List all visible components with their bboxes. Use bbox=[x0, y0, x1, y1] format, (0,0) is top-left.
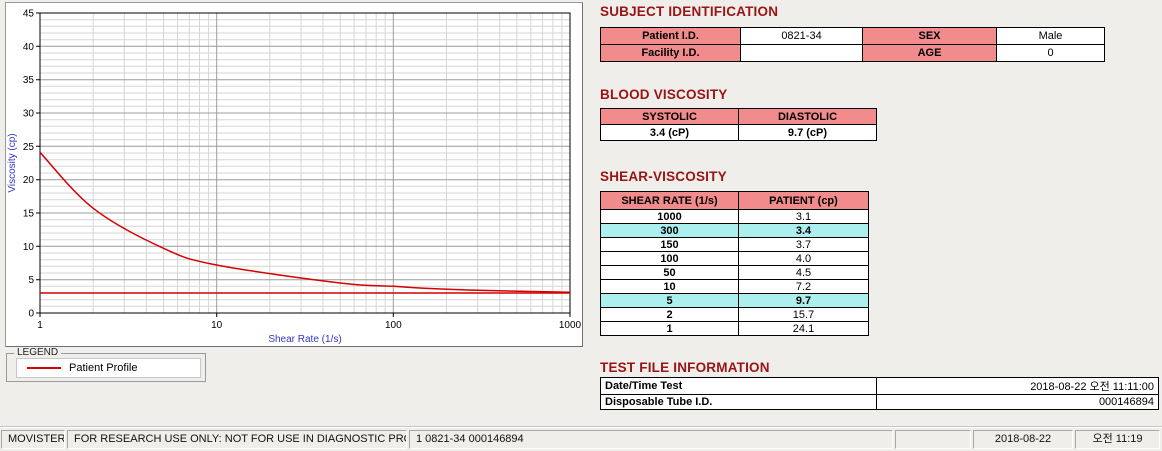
svg-text:5: 5 bbox=[28, 275, 34, 286]
age-value: 0 bbox=[996, 44, 1105, 62]
patient-cp-cell: 15.7 bbox=[738, 307, 869, 322]
table-row: Disposable Tube I.D. 000146894 bbox=[600, 394, 1159, 410]
shear-rate-cell: 1 bbox=[600, 321, 739, 336]
patient-id-value: 0821-34 bbox=[740, 27, 863, 45]
shear-viscosity-row[interactable]: 50 4.5 bbox=[600, 265, 869, 280]
svg-text:20: 20 bbox=[23, 175, 35, 186]
svg-text:0: 0 bbox=[28, 309, 34, 320]
disposable-tube-id-value: 000146894 bbox=[876, 394, 1159, 410]
patient-cp-header: PATIENT (cp) bbox=[738, 191, 869, 210]
viscosity-chart: 0 5 10 15 20 25 30 35 40 45 1 10 100 1000 Shear Rate (… bbox=[7, 9, 582, 346]
sex-label: SEX bbox=[862, 27, 997, 45]
patient-cp-cell: 4.5 bbox=[738, 265, 869, 280]
patient-cp-cell: 9.7 bbox=[738, 293, 869, 308]
test-file-information-title: TEST FILE INFORMATION bbox=[600, 360, 770, 375]
facility-id-value bbox=[740, 44, 863, 62]
status-bar: MOVISTER FOR RESEARCH USE ONLY: NOT FOR … bbox=[0, 427, 1162, 451]
facility-id-label: Facility I.D. bbox=[600, 44, 741, 62]
patient-cp-cell: 7.2 bbox=[738, 279, 869, 294]
shear-rate-cell: 5 bbox=[600, 293, 739, 308]
shear-viscosity-row[interactable]: 300 3.4 bbox=[600, 223, 869, 238]
patient-profile-line-swatch bbox=[27, 367, 61, 369]
shear-viscosity-row[interactable]: 5 9.7 bbox=[600, 293, 869, 308]
subject-identification-title: SUBJECT IDENTIFICATION bbox=[600, 4, 779, 19]
shear-rate-cell: 100 bbox=[600, 251, 739, 266]
shear-viscosity-row[interactable]: 100 4.0 bbox=[600, 251, 869, 266]
svg-text:15: 15 bbox=[23, 209, 35, 220]
patient-cp-cell: 3.7 bbox=[738, 237, 869, 252]
svg-text:30: 30 bbox=[23, 109, 35, 120]
legend: LEGEND Patient Profile bbox=[6, 347, 206, 382]
svg-text:100: 100 bbox=[385, 320, 402, 331]
age-label: AGE bbox=[862, 44, 997, 62]
shear-viscosity-table: SHEAR RATE (1/s) PATIENT (cp) 1000 3.1 300… bbox=[600, 191, 869, 336]
status-record-info: 1 0821-34 000146894 bbox=[409, 430, 893, 449]
status-date: 2018-08-22 bbox=[973, 430, 1073, 449]
shear-rate-cell: 150 bbox=[600, 237, 739, 252]
svg-text:1000: 1000 bbox=[559, 320, 582, 331]
svg-text:10: 10 bbox=[211, 320, 223, 331]
shear-viscosity-title: SHEAR-VISCOSITY bbox=[600, 169, 727, 184]
table-header-row: SHEAR RATE (1/s) PATIENT (cp) bbox=[600, 191, 869, 210]
systolic-header: SYSTOLIC bbox=[600, 108, 739, 125]
shear-rate-cell: 2 bbox=[600, 307, 739, 322]
status-research-notice: FOR RESEARCH USE ONLY: NOT FOR USE IN DI… bbox=[67, 430, 407, 449]
shear-rate-cell: 1000 bbox=[600, 209, 739, 224]
svg-text:45: 45 bbox=[23, 9, 35, 20]
patient-id-label: Patient I.D. bbox=[600, 27, 741, 45]
shear-viscosity-row[interactable]: 10 7.2 bbox=[600, 279, 869, 294]
status-app-name: MOVISTER bbox=[1, 430, 65, 449]
legend-entry: Patient Profile bbox=[16, 358, 201, 378]
diastolic-value: 9.7 (cP) bbox=[738, 124, 877, 141]
shear-rate-header: SHEAR RATE (1/s) bbox=[600, 191, 739, 210]
table-row: Date/Time Test 2018-08-22 오전 11:11:00 bbox=[600, 377, 1159, 395]
shear-rate-cell: 50 bbox=[600, 265, 739, 280]
date-time-test-label: Date/Time Test bbox=[600, 377, 877, 395]
table-row: SYSTOLIC DIASTOLIC bbox=[600, 108, 877, 125]
svg-text:Viscosity (cp): Viscosity (cp) bbox=[7, 133, 18, 192]
svg-text:40: 40 bbox=[23, 42, 35, 53]
shear-viscosity-row[interactable]: 2 15.7 bbox=[600, 307, 869, 322]
shear-rate-cell: 10 bbox=[600, 279, 739, 294]
status-time: 오전 11:19 bbox=[1075, 430, 1160, 449]
shear-viscosity-row[interactable]: 150 3.7 bbox=[600, 237, 869, 252]
sex-value: Male bbox=[996, 27, 1105, 45]
svg-text:25: 25 bbox=[23, 142, 35, 153]
shear-viscosity-row[interactable]: 1000 3.1 bbox=[600, 209, 869, 224]
date-time-test-value: 2018-08-22 오전 11:11:00 bbox=[876, 377, 1159, 395]
systolic-value: 3.4 (cP) bbox=[600, 124, 739, 141]
table-row: 3.4 (cP) 9.7 (cP) bbox=[600, 124, 877, 141]
blood-viscosity-title: BLOOD VISCOSITY bbox=[600, 87, 728, 102]
patient-cp-cell: 3.1 bbox=[738, 209, 869, 224]
disposable-tube-id-label: Disposable Tube I.D. bbox=[600, 394, 877, 410]
subject-identification-table: Patient I.D. 0821-34 SEX Male Facility I… bbox=[600, 27, 1105, 62]
svg-text:1: 1 bbox=[37, 320, 43, 331]
legend-title: LEGEND bbox=[14, 347, 62, 358]
patient-cp-cell: 24.1 bbox=[738, 321, 869, 336]
patient-cp-cell: 3.4 bbox=[738, 223, 869, 238]
viscosity-chart-panel: 0 5 10 15 20 25 30 35 40 45 1 10 100 1000 Shear Rate (… bbox=[5, 2, 583, 347]
table-row: Facility I.D. AGE 0 bbox=[600, 44, 1105, 62]
diastolic-header: DIASTOLIC bbox=[738, 108, 877, 125]
patient-cp-cell: 4.0 bbox=[738, 251, 869, 266]
status-spacer-panel bbox=[895, 430, 971, 449]
shear-rate-cell: 300 bbox=[600, 223, 739, 238]
shear-viscosity-row[interactable]: 1 24.1 bbox=[600, 321, 869, 336]
svg-text:10: 10 bbox=[23, 242, 35, 253]
blood-viscosity-table: SYSTOLIC DIASTOLIC 3.4 (cP) 9.7 (cP) bbox=[600, 108, 877, 141]
svg-text:Shear Rate (1/s): Shear Rate (1/s) bbox=[268, 334, 341, 345]
test-file-information-table: Date/Time Test 2018-08-22 오전 11:11:00 Di… bbox=[600, 377, 1159, 410]
table-row: Patient I.D. 0821-34 SEX Male bbox=[600, 27, 1105, 45]
svg-text:35: 35 bbox=[23, 75, 35, 86]
legend-entry-label: Patient Profile bbox=[69, 362, 138, 374]
